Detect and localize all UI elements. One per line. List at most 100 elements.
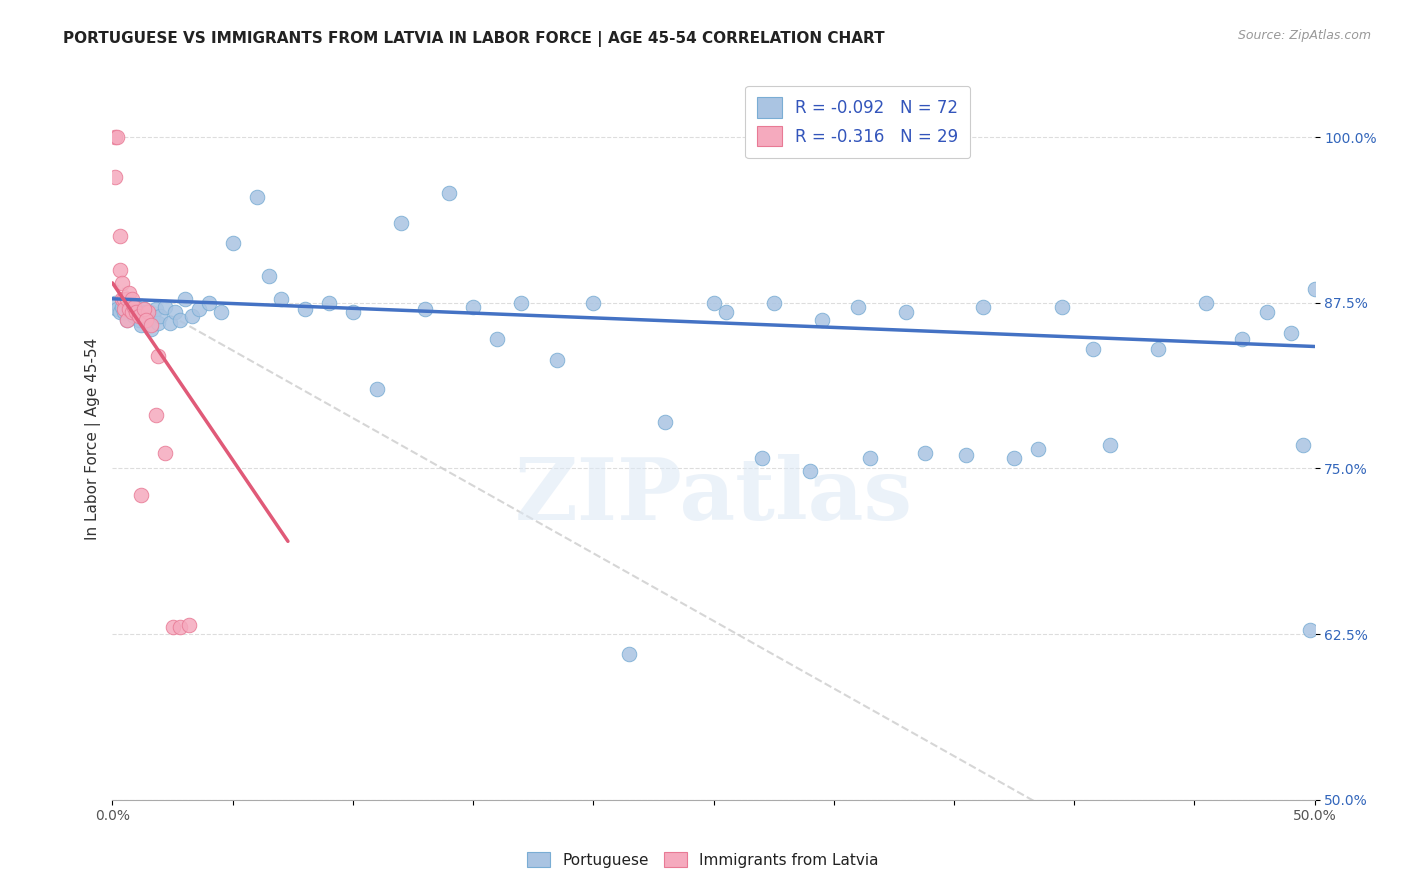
Point (342, 305, 364, 319)
Point (221, 236, 243, 251)
Point (799, 464, 821, 478)
Point (1232, 332, 1254, 346)
Point (294, 302, 316, 317)
Point (366, 382, 388, 396)
Point (972, 300, 994, 314)
Point (105, 130, 128, 145)
Point (179, 617, 201, 632)
Point (1291, 437, 1313, 451)
Point (169, 313, 191, 327)
Point (846, 300, 869, 314)
Point (111, 300, 134, 314)
Point (859, 450, 882, 465)
Point (1147, 342, 1170, 356)
Point (145, 302, 167, 317)
Point (1279, 326, 1302, 341)
Point (702, 295, 724, 310)
Point (169, 620, 191, 634)
Point (546, 352, 568, 367)
Point (118, 302, 141, 317)
Y-axis label: In Labor Force | Age 45-54: In Labor Force | Age 45-54 (86, 337, 101, 540)
Point (437, 186, 460, 200)
Point (135, 305, 157, 319)
Point (894, 305, 917, 319)
Point (138, 313, 160, 327)
Point (128, 313, 150, 327)
Point (146, 316, 169, 330)
Text: PORTUGUESE VS IMMIGRANTS FROM LATVIA IN LABOR FORCE | AGE 45-54 CORRELATION CHAR: PORTUGUESE VS IMMIGRANTS FROM LATVIA IN … (63, 31, 884, 47)
Point (1002, 450, 1025, 465)
Legend: R = -0.092   N = 72, R = -0.316   N = 29: R = -0.092 N = 72, R = -0.316 N = 29 (745, 86, 970, 158)
Point (510, 295, 533, 310)
Point (104, 169, 127, 184)
Point (159, 316, 181, 330)
Point (125, 305, 148, 319)
Point (1026, 442, 1049, 456)
Point (762, 295, 785, 310)
Point (246, 190, 269, 204)
Point (108, 262, 131, 277)
Point (104, 130, 127, 145)
Point (115, 292, 138, 306)
Point (180, 309, 202, 323)
Point (122, 309, 145, 323)
Point (318, 295, 340, 310)
Point (1050, 300, 1073, 314)
Point (129, 318, 152, 333)
Point (461, 300, 484, 314)
Point (115, 313, 138, 327)
Point (114, 292, 136, 306)
Point (121, 305, 143, 319)
Point (1099, 437, 1122, 451)
Point (1299, 623, 1322, 637)
Point (162, 620, 184, 634)
Point (1195, 295, 1218, 310)
Legend: Portuguese, Immigrants from Latvia: Portuguese, Immigrants from Latvia (522, 846, 884, 873)
Point (122, 300, 145, 314)
Point (1256, 305, 1278, 319)
Point (139, 318, 162, 333)
Point (125, 300, 148, 314)
Point (582, 295, 605, 310)
Point (111, 276, 134, 290)
Point (118, 295, 141, 310)
Point (486, 332, 509, 346)
Point (132, 302, 155, 317)
Point (188, 302, 211, 317)
Point (108, 229, 131, 244)
Point (114, 305, 136, 319)
Point (155, 445, 177, 459)
Point (197, 295, 219, 310)
Text: ZIPatlas: ZIPatlas (515, 454, 912, 539)
Point (138, 305, 160, 319)
Point (139, 322, 162, 336)
Point (914, 445, 936, 459)
Point (108, 305, 131, 319)
Point (142, 309, 165, 323)
Point (135, 313, 157, 327)
Point (163, 305, 186, 319)
Point (654, 415, 676, 429)
Point (955, 448, 977, 462)
Text: Source: ZipAtlas.com: Source: ZipAtlas.com (1237, 29, 1371, 42)
Point (121, 292, 143, 306)
Point (751, 450, 773, 465)
Point (389, 216, 412, 230)
Point (121, 302, 143, 317)
Point (257, 269, 280, 284)
Point (1303, 283, 1326, 297)
Point (115, 313, 138, 327)
Point (128, 309, 150, 323)
Point (114, 302, 136, 317)
Point (619, 647, 641, 661)
Point (146, 349, 169, 363)
Point (149, 309, 172, 323)
Point (413, 302, 436, 317)
Point (105, 302, 128, 317)
Point (1083, 342, 1105, 356)
Point (714, 305, 737, 319)
Point (270, 292, 292, 306)
Point (129, 488, 152, 502)
Point (132, 302, 155, 317)
Point (209, 305, 232, 319)
